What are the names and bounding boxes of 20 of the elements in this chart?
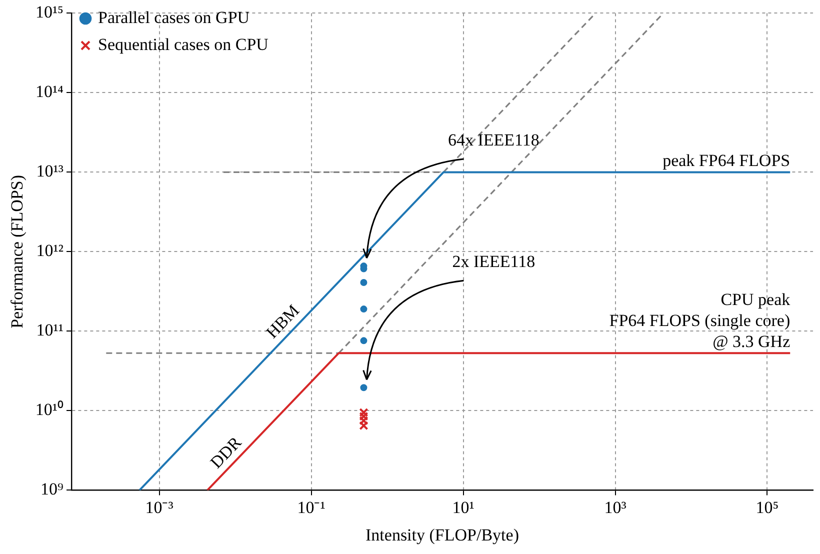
x-tick-label: 10¹ <box>452 498 474 517</box>
annotation: CPU peak FP64 FLOPS (single core) @ 3.3 GHz <box>609 290 791 352</box>
x-tick-label: 10⁻¹ <box>297 498 326 517</box>
legend-label: Sequential cases on CPU <box>98 34 268 54</box>
x-tick-label: 10³ <box>604 498 626 517</box>
y-tick-label: 10¹⁵ <box>35 2 64 22</box>
y-tick-label: 10¹⁰ <box>35 400 64 420</box>
y-tick-label: 10¹² <box>36 241 64 260</box>
y-tick-label: 10¹¹ <box>36 320 64 340</box>
x-tick-label: 10⁵ <box>756 498 779 517</box>
legend-label: Parallel cases on GPU <box>98 8 250 27</box>
annotation: peak FP64 FLOPS <box>662 151 790 170</box>
y-axis-title: Performance (FLOPS) <box>8 174 27 328</box>
y-tick-label: 10¹⁴ <box>35 82 64 102</box>
x-axis-title: Intensity (FLOP/Byte) <box>366 525 519 544</box>
y-tick-label: 10⁹ <box>40 480 64 499</box>
annotation: 64x IEEE118 <box>448 130 540 150</box>
x-tick-label: 10⁻³ <box>145 498 174 517</box>
annotation: 2x IEEE118 <box>452 252 536 272</box>
y-tick-label: 10¹³ <box>36 162 64 181</box>
